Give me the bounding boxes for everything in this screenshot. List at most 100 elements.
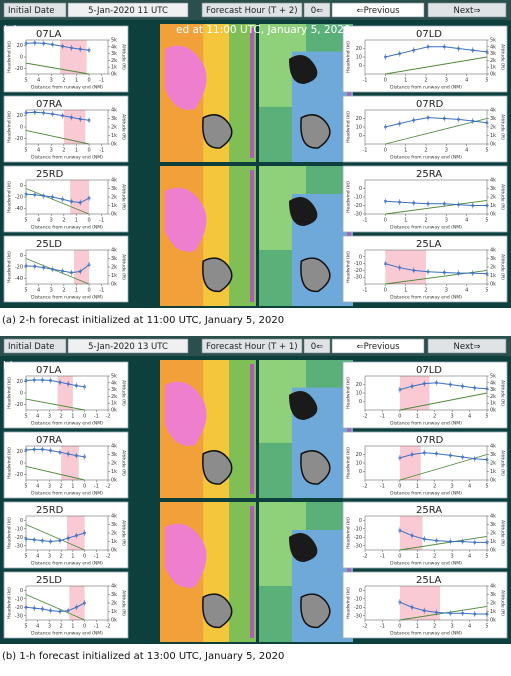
y2-tick-label: 0k (490, 282, 496, 288)
y2-tick-label: 4k (111, 44, 117, 50)
previous-button-box[interactable] (331, 2, 425, 18)
headwind-point (66, 382, 70, 386)
headwind-point (49, 379, 53, 382)
forecast-map (160, 502, 256, 642)
x-tick-label: 0 (87, 218, 90, 224)
headwind-point (51, 267, 54, 271)
y-tick-label: 0 (359, 588, 362, 594)
initial-date-value-box[interactable] (67, 338, 189, 354)
x-tick-label: 1 (75, 288, 78, 294)
altitude-line (385, 118, 488, 145)
x-tick-label: 5 (24, 624, 27, 630)
headwind-point (24, 264, 28, 268)
previous-button[interactable]: ⇐Previous (356, 342, 400, 352)
x-tick-label: -1 (380, 554, 385, 560)
y2-axis-label: Altitude (ft) (121, 184, 127, 210)
x-tick-label: 4 (37, 288, 40, 294)
y2-tick-label: 0k (490, 548, 496, 554)
x-tick-label: 4 (36, 414, 39, 420)
y2-tick-label: 0k (111, 282, 117, 288)
map-blob (300, 257, 331, 292)
runway-label: 25RA (416, 169, 442, 180)
next-button-box[interactable] (427, 2, 507, 18)
runway-label: 25LA (416, 239, 442, 250)
x-tick-label: -2 (363, 624, 368, 630)
headwind-point (74, 605, 78, 609)
y-axis-label: Headwind (kt) (346, 41, 352, 73)
x-tick-label: -1 (380, 484, 385, 490)
headwind-point (74, 384, 78, 388)
x-tick-label: 5 (485, 218, 488, 224)
y2-tick-label: 4k (490, 380, 496, 386)
y2-tick-label: 4k (490, 44, 496, 50)
y-tick-label: -20 (15, 605, 23, 611)
headwind-point (398, 52, 401, 56)
y2-tick-label: 4k (111, 380, 117, 386)
x-tick-label: 2 (424, 148, 427, 154)
next-button[interactable]: Next⇒ (454, 342, 481, 352)
x-tick-label: 5 (24, 414, 27, 420)
headwind-point (471, 48, 475, 52)
x-tick-label: 3 (48, 484, 51, 490)
y2-axis-label: Altitude (ft) (121, 44, 127, 70)
y2-tick-label: 3k (490, 522, 496, 528)
x-tick-label: 4 (36, 484, 39, 490)
headwind-point (398, 200, 401, 204)
map-colorbar (250, 28, 254, 158)
next-button-box[interactable] (427, 338, 507, 354)
x-tick-label: -1 (94, 624, 99, 630)
y-tick-label: 0 (20, 518, 23, 524)
first-button[interactable]: 0⇐ (311, 6, 324, 16)
x-tick-label: 4 (465, 218, 468, 224)
x-tick-label: 1 (404, 288, 407, 294)
previous-button-box[interactable] (331, 338, 425, 354)
y-tick-label: -10 (354, 526, 362, 532)
first-button-box[interactable] (303, 338, 331, 354)
headwind-point (58, 450, 62, 454)
y2-tick-label: 3k (111, 592, 117, 598)
x-tick-label: 3 (451, 414, 454, 420)
chart-frame (342, 165, 508, 233)
x-tick-label: 2 (62, 78, 65, 84)
y2-tick-label: 3k (490, 186, 496, 192)
x-tick-label: -1 (94, 414, 99, 420)
map-blob (202, 114, 233, 149)
y2-tick-label: 3k (490, 592, 496, 598)
first-button-box[interactable] (303, 2, 331, 18)
initial-date-value-box[interactable] (67, 2, 189, 18)
altitude-line (399, 535, 488, 551)
x-tick-label: 3 (445, 288, 448, 294)
altitude-line (385, 56, 488, 75)
y-tick-label: -30 (15, 543, 23, 549)
headwind-point (51, 43, 54, 46)
headwind-point (41, 607, 44, 611)
headwind-point (410, 453, 414, 456)
y2-tick-label: 2k (490, 265, 496, 271)
y-tick-label: -30 (354, 613, 362, 619)
forecast-hour-label: Forecast Hour (T + 1) (206, 342, 298, 352)
headwind-point (58, 380, 62, 384)
x-tick-label: 2 (433, 554, 436, 560)
headwind-point (49, 449, 53, 452)
runway-label: 07LA (36, 29, 62, 40)
headwind-point (66, 536, 70, 540)
map-colorbar (250, 170, 254, 302)
initial-date-value[interactable]: 5-Jan-2020 13 UTC (88, 342, 168, 352)
x-axis-label: Distance from runway end (NM) (390, 225, 462, 231)
y2-axis-label: Altitude (ft) (500, 114, 506, 140)
initial-date-value[interactable]: 5-Jan-2020 11 UTC (88, 6, 168, 16)
next-button[interactable]: Next⇒ (454, 6, 481, 16)
y2-tick-label: 5k (111, 38, 117, 44)
first-button[interactable]: 0⇐ (311, 342, 324, 352)
y-tick-label: -10 (15, 526, 23, 532)
headwind-point (422, 451, 426, 455)
previous-button[interactable]: ⇐Previous (356, 6, 400, 16)
headwind-point (426, 202, 430, 206)
x-tick-label: 1 (416, 484, 419, 490)
y2-tick-label: 5k (111, 374, 117, 380)
altitude-line (25, 188, 90, 215)
headwind-point (485, 272, 489, 276)
x-tick-label: 4 (37, 148, 40, 154)
